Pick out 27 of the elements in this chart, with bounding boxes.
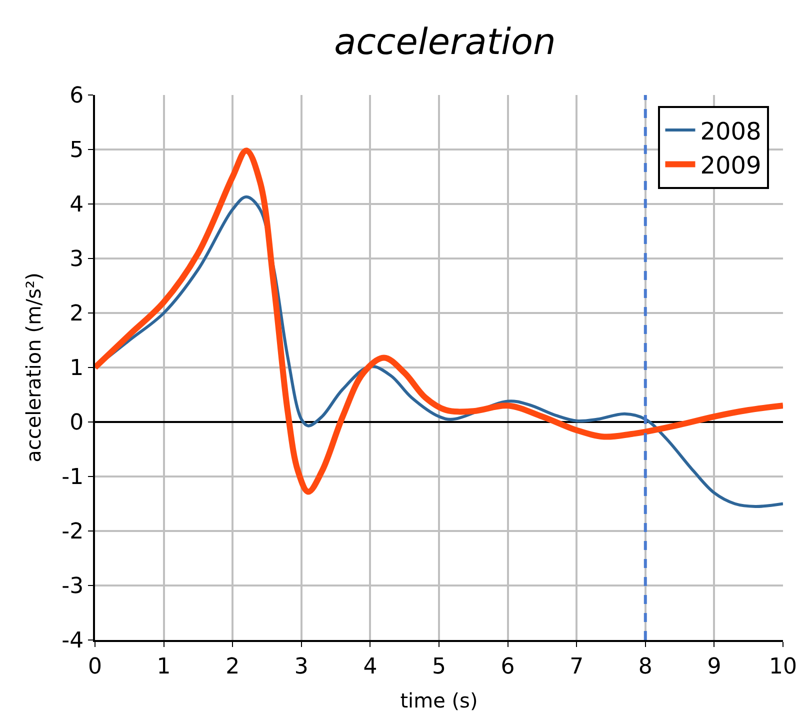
legend-label: 2009 [700, 152, 762, 180]
x-tick-label: 10 [769, 654, 797, 680]
y-tick-label: -2 [62, 520, 84, 545]
y-tick-label: 4 [70, 192, 84, 218]
y-axis-title: acceleration (m/s²) [22, 272, 46, 462]
x-tick-label: 8 [638, 654, 652, 680]
x-tick-label: 4 [363, 654, 378, 680]
y-tick-label: 6 [70, 84, 84, 109]
y-tick-label: -1 [62, 465, 84, 490]
legend-label: 2008 [700, 117, 762, 146]
x-tick-label: 1 [156, 654, 171, 680]
y-tick-label: 3 [70, 247, 84, 272]
y-tick-label: 2 [70, 302, 84, 327]
chart-title: acceleration [334, 22, 556, 63]
x-tick-label: 6 [500, 654, 515, 680]
y-tick-label: -3 [62, 574, 84, 600]
y-tick-label: 1 [70, 356, 84, 382]
x-tick-label: 0 [88, 654, 102, 680]
x-tick-label: 3 [294, 654, 308, 680]
y-tick-label: 5 [70, 138, 84, 164]
y-tick-label: -4 [62, 628, 84, 654]
x-axis-title: time (s) [400, 688, 478, 712]
x-tick-label: 9 [707, 654, 722, 680]
x-tick-label: 5 [432, 654, 446, 680]
x-tick-label: 7 [570, 654, 584, 680]
x-tick-label: 2 [226, 654, 240, 680]
y-tick-label: 0 [70, 410, 84, 436]
